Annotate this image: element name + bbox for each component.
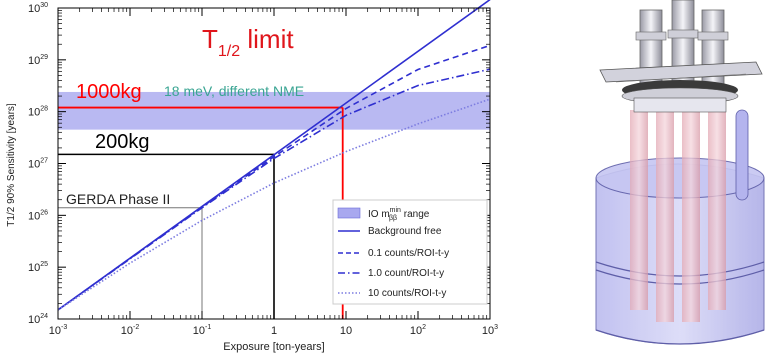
y-tick-label: 1030 [28, 2, 48, 15]
x-tick-label: 10 [340, 325, 352, 337]
series-line-2 [57, 68, 491, 311]
annotation-1000kg: 1000kg [76, 81, 142, 103]
detector-strings [630, 109, 749, 322]
legend-swatch-band [337, 207, 361, 219]
y-axis-label: T1/2 90% Sensitivity [years] [6, 103, 17, 227]
x-axis-label: Exposure [ton-years] [223, 341, 325, 353]
annotation-nme-note: 18 meV, different NME [164, 83, 304, 99]
y-tick-label: 1026 [28, 209, 48, 222]
x-tick-label: 10-2 [121, 324, 140, 337]
annotation-200kg: 200kg [95, 131, 150, 153]
annotation-gerda-phase-ii: GERDA Phase II [66, 191, 170, 207]
series-layer [57, 0, 491, 311]
y-tick-label: 1027 [28, 158, 48, 171]
y-tick-label: 1029 [28, 54, 48, 67]
y-tick-label: 1025 [28, 261, 48, 274]
y-tick-label: 1028 [28, 106, 48, 119]
legend-label-10-counts: 10 counts/ROI-t-y [368, 288, 446, 299]
x-tick-label: 103 [482, 324, 498, 337]
legend-label-0-1-counts: 0.1 counts/ROI-t-y [368, 248, 449, 259]
series-line-1 [57, 44, 491, 311]
axis-ticks: 10-3 10-2 10-1 1 10 102 103 1024 1025 1026 1027 102… [28, 2, 498, 337]
series-line-3 [57, 98, 491, 311]
legend: IO mmin ββ range Background free 0.1 coun… [332, 199, 488, 305]
detector-illustration [595, 0, 765, 345]
chart-title: T1/2 limit [202, 24, 294, 60]
y-tick-label: 1024 [28, 313, 48, 326]
x-tick-label: 10-1 [193, 324, 212, 337]
sensitivity-chart: 10-3 10-2 10-1 1 10 102 103 1024 1025 1026 1027 102… [6, 0, 498, 353]
legend-label-1-0-count: 1.0 count/ROI-t-y [368, 268, 444, 279]
x-tick-label: 10-3 [49, 324, 68, 337]
legend-label-band: IO mmin ββ range [368, 207, 430, 222]
x-tick-label: 1 [271, 325, 277, 337]
support-plate [599, 61, 763, 113]
legend-label-background-free: Background free [368, 226, 442, 237]
x-tick-label: 102 [410, 324, 426, 337]
